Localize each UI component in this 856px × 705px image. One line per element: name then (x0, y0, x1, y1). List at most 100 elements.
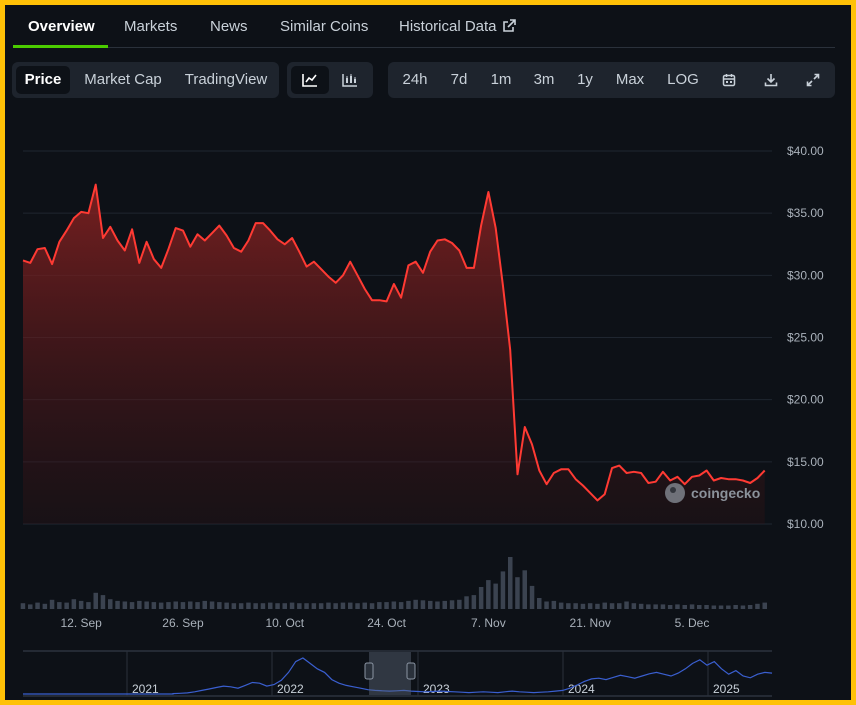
volume-bar (762, 602, 767, 609)
volume-bar (282, 603, 287, 609)
volume-bar (537, 598, 542, 609)
range-1y-button[interactable]: 1y (577, 71, 593, 88)
volume-bar (449, 600, 455, 609)
volume-bar (420, 600, 426, 609)
volume-bar (682, 605, 687, 609)
market-cap-button[interactable]: Market Cap (84, 71, 162, 88)
price-chart[interactable]: $40.00 $35.00 $30.00 $25.00 $20.00 $15.00 $10.… (5, 105, 851, 700)
tradingview-button[interactable]: TradingView (184, 71, 268, 88)
volume-bar (464, 596, 469, 609)
tab-news[interactable]: News (210, 18, 248, 35)
volume-bar (646, 604, 651, 609)
volume-bar (747, 605, 753, 609)
watermark: coingecko (665, 483, 760, 503)
volume-bar (158, 602, 164, 609)
volume-bar (122, 601, 128, 609)
volume-bar (398, 602, 404, 609)
volume-bar (595, 603, 600, 609)
price-button[interactable]: Price (16, 66, 70, 94)
volume-bar (348, 602, 353, 609)
volume-bar (188, 601, 193, 609)
range-24h-button[interactable]: 24h (402, 71, 428, 88)
app-frame: Overview Markets News Similar Coins Hist… (5, 5, 851, 700)
volume-bar (35, 602, 40, 609)
volume-bar (726, 605, 731, 609)
volume-bar (609, 603, 615, 609)
volume-bar (718, 605, 724, 609)
volume-bar (275, 603, 280, 609)
volume-bar (166, 602, 171, 609)
navigator-handle[interactable] (364, 662, 374, 680)
fullscreen-button[interactable] (798, 66, 828, 94)
volume-bar (428, 600, 433, 609)
navigator-year-label: 2023 (423, 682, 450, 696)
volume-bar (733, 605, 738, 609)
tab-overview[interactable]: Overview (28, 18, 95, 35)
volume-bar (704, 605, 709, 609)
volume-bar (660, 604, 666, 609)
y-tick-label: $15.00 (787, 455, 824, 469)
range-max-button[interactable]: Max (615, 71, 645, 88)
candlestick-chart-icon (342, 71, 358, 88)
range-3m-button[interactable]: 3m (533, 71, 555, 88)
volume-bar (493, 583, 498, 609)
volume-bar (355, 603, 360, 609)
navigator-year-label: 2021 (132, 682, 159, 696)
volume-bar (413, 599, 418, 609)
line-chart-button[interactable] (291, 66, 329, 94)
volume-bar (566, 603, 571, 609)
volume-bar (580, 603, 586, 609)
x-tick-label: 7. Nov (471, 616, 506, 630)
volume-bar (78, 600, 84, 609)
volume-bar (318, 603, 324, 609)
price-line[interactable] (22, 183, 766, 502)
volume-bar (369, 603, 375, 609)
line-chart-icon (302, 71, 318, 88)
tab-similar-coins[interactable]: Similar Coins (280, 18, 369, 35)
price-area (23, 184, 765, 524)
tab-markets[interactable]: Markets (124, 18, 178, 35)
volume-bar (638, 603, 644, 609)
y-tick-label: $35.00 (787, 206, 824, 220)
volume-bar (224, 602, 229, 609)
range-1m-button[interactable]: 1m (490, 71, 512, 88)
volume-bar (217, 602, 222, 609)
volume-bar (667, 605, 673, 609)
top-nav: Overview Markets News Similar Coins Hist… (13, 5, 835, 48)
volume-bar (100, 595, 106, 609)
volume-bar (478, 587, 484, 609)
volume-bar (558, 602, 564, 609)
date-range-button[interactable] (714, 66, 744, 94)
volume-bar (391, 601, 397, 609)
volume-bar (508, 557, 513, 609)
range-selector: 24h 7d 1m 3m 1y Max LOG (388, 62, 835, 98)
candlestick-chart-button[interactable] (331, 66, 369, 94)
y-tick-label: $10.00 (787, 517, 824, 531)
volume-bar (137, 600, 142, 609)
navigator-handle[interactable] (406, 662, 416, 680)
x-tick-label: 5. Dec (675, 616, 710, 630)
volume-bar (384, 602, 389, 609)
download-button[interactable] (756, 66, 786, 94)
navigator-selection[interactable] (369, 652, 411, 695)
volume-bar (129, 602, 135, 609)
tab-historical-data[interactable]: Historical Data (399, 18, 516, 37)
range-7d-button[interactable]: 7d (450, 71, 468, 88)
volume-bar (653, 604, 658, 609)
volume-bar (268, 602, 273, 609)
volume-bar (602, 602, 607, 609)
volume-bar (522, 570, 527, 609)
x-tick-label: 24. Oct (367, 616, 406, 630)
volume-bar (238, 603, 244, 609)
navigator-year-label: 2024 (568, 682, 595, 696)
volume-bar (515, 577, 520, 609)
volume-bar (689, 604, 695, 609)
log-scale-button[interactable]: LOG (667, 71, 699, 88)
volume-bar (49, 599, 55, 609)
expand-icon (806, 71, 820, 88)
metric-selector: Price Market Cap TradingView (12, 62, 279, 98)
volume-bar (631, 603, 637, 609)
volume-bar (151, 602, 157, 609)
volume-bar (202, 600, 207, 609)
volume-bar (71, 599, 77, 609)
